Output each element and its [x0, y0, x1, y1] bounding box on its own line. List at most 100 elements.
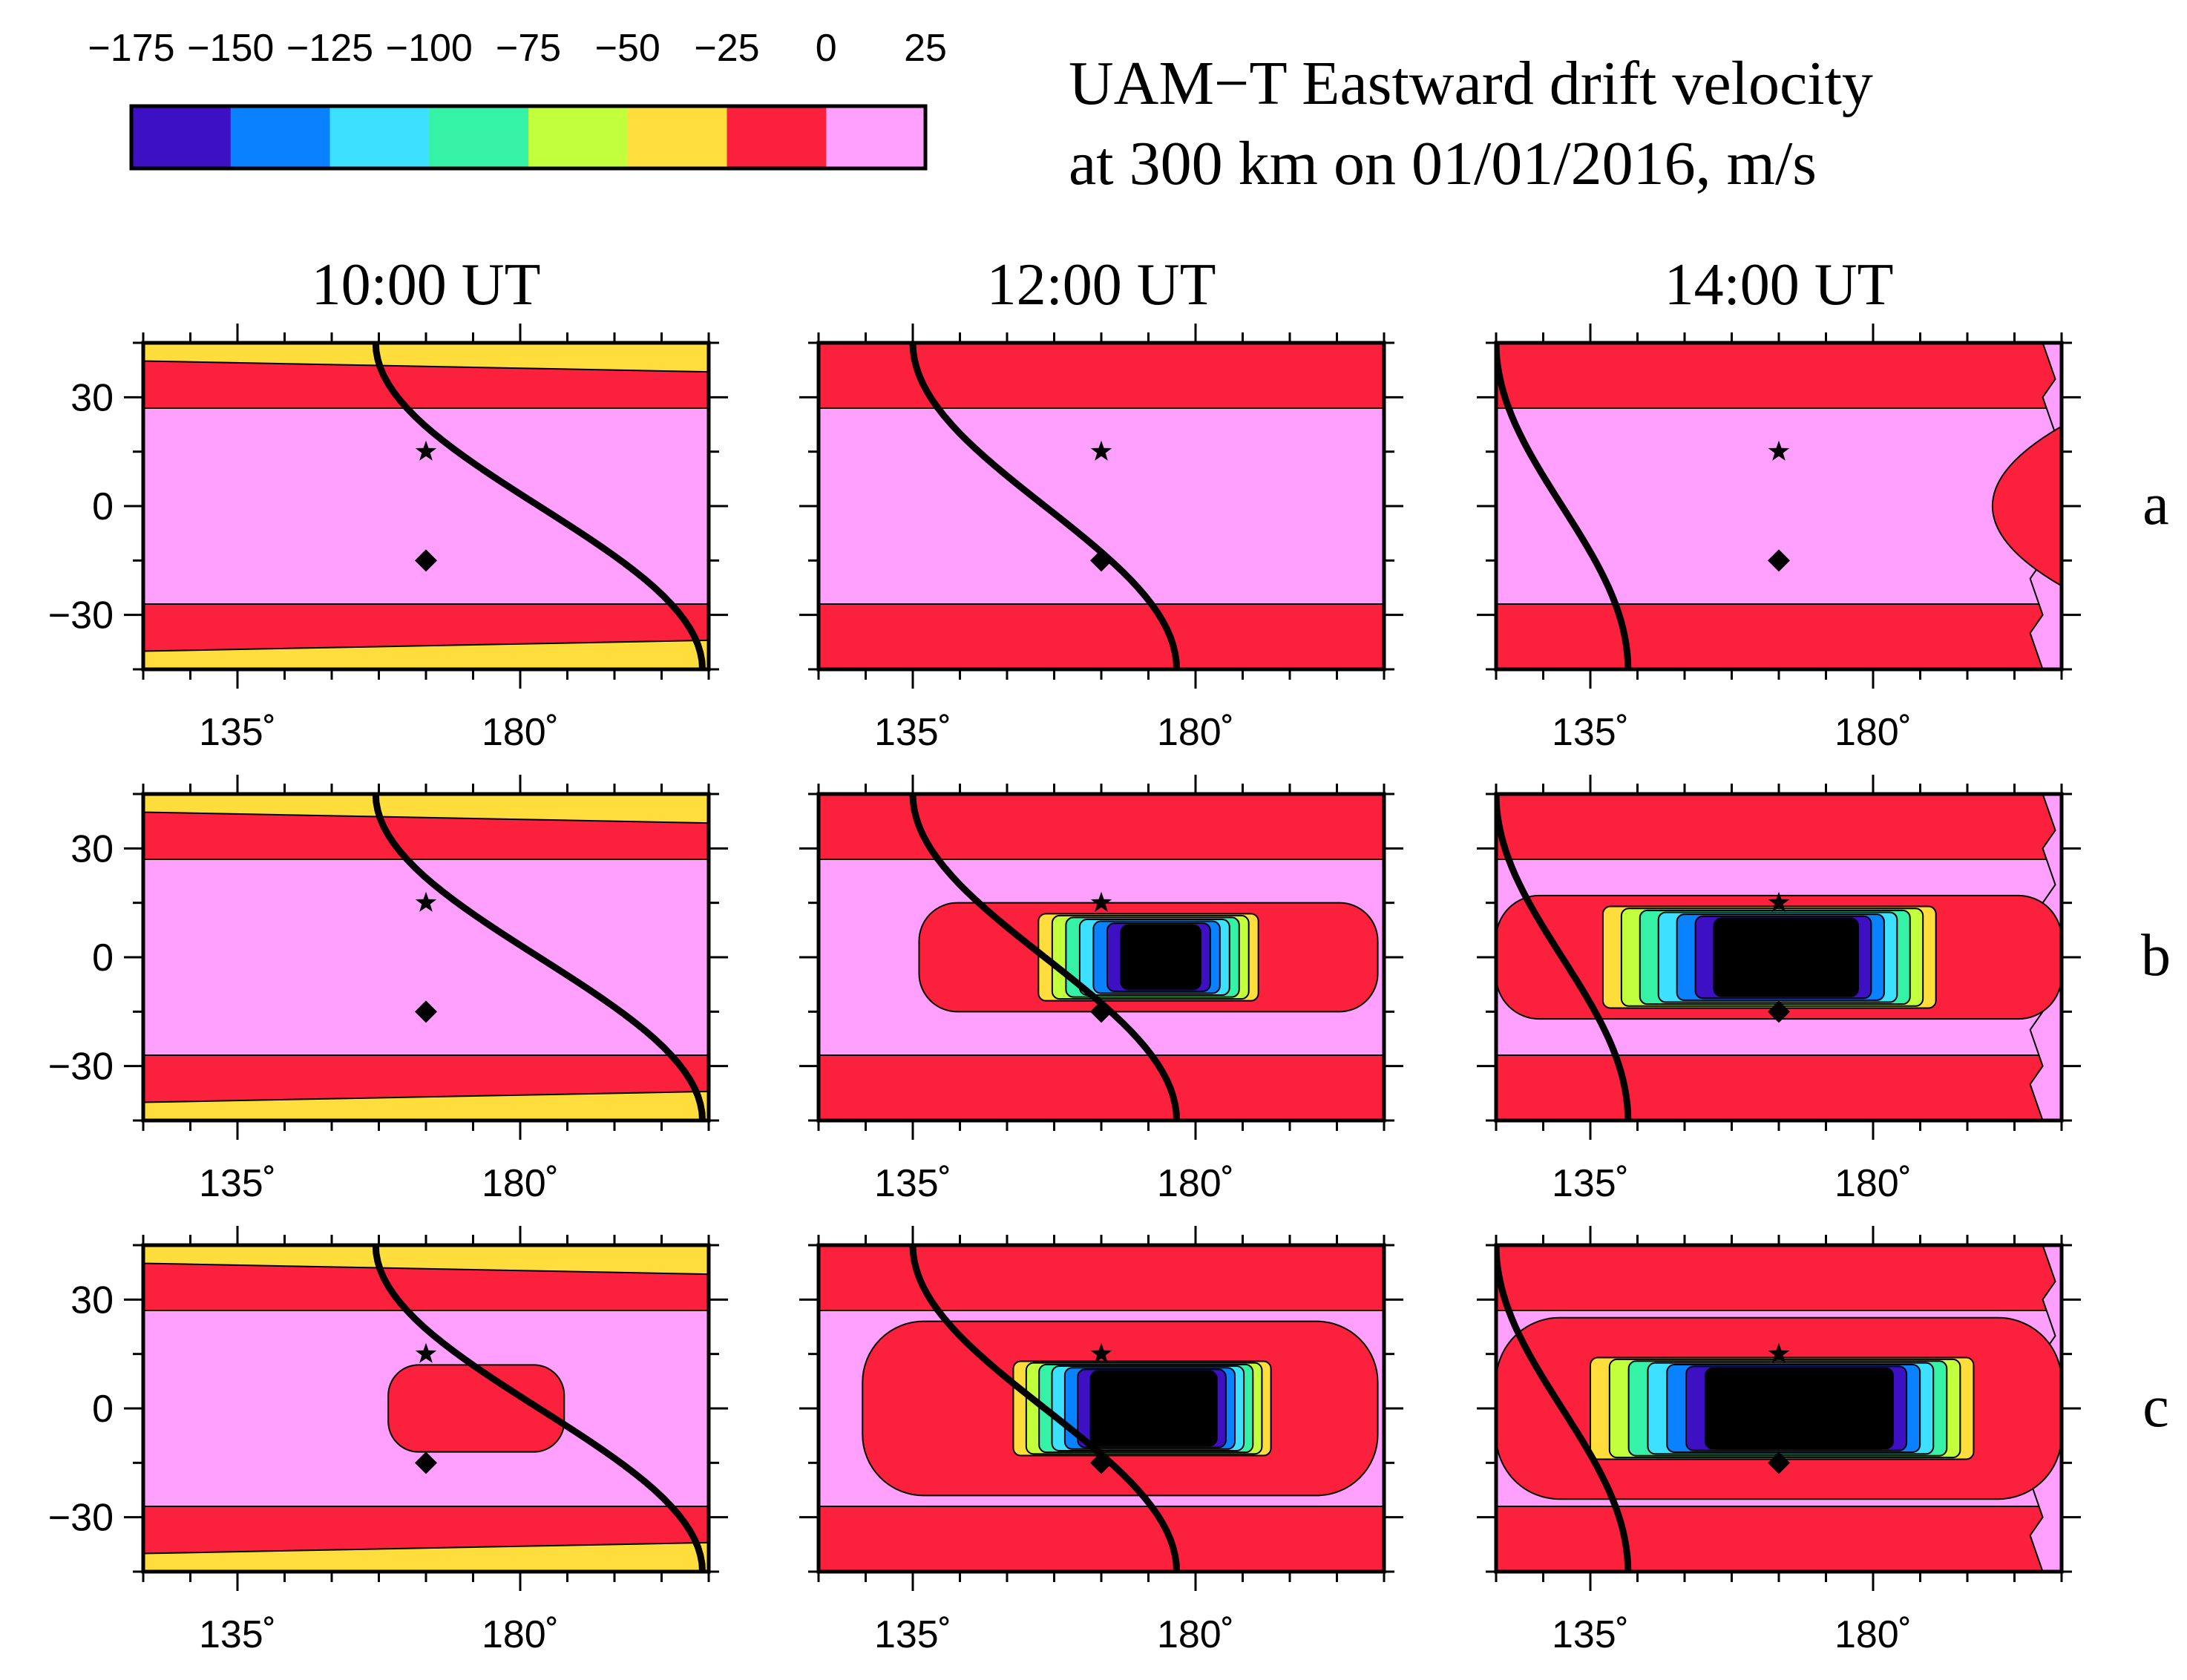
band-north: [819, 794, 1384, 859]
y-tick-label: 30: [71, 1279, 114, 1322]
panel-b-2: 135˚ 180˚: [1477, 775, 2081, 1205]
terminator-line: [1496, 794, 1632, 1120]
row-labels: a b c: [2141, 472, 2171, 1440]
column-title: 10:00 UT: [312, 252, 541, 318]
x-tick-label: 135˚: [874, 1162, 951, 1205]
panel-c-1: 135˚ 180˚: [799, 1226, 1403, 1656]
y-tick-label: 0: [92, 1388, 114, 1431]
colorbar-tick-label: 25: [904, 27, 947, 70]
panel-body: [143, 1245, 709, 1572]
band-yellow-south: [143, 1090, 709, 1120]
colorbar-tick-label: −150: [187, 27, 274, 70]
terminator-line: [909, 1245, 1181, 1572]
diamond-marker: [1768, 549, 1790, 572]
colorbar-swatch: [627, 106, 727, 168]
band-south: [819, 1506, 1384, 1572]
row-label: c: [2142, 1374, 2169, 1440]
x-tick-label: 135˚: [1552, 1613, 1629, 1656]
terminator-line: [372, 794, 706, 1120]
panel-a-1: 135˚ 180˚: [799, 324, 1403, 754]
band-yellow-north: [143, 794, 709, 824]
anomaly-contour: [1115, 1373, 1200, 1444]
band-yellow-north: [143, 343, 709, 373]
row-label: b: [2141, 923, 2171, 988]
terminator-line: [909, 794, 1181, 1120]
colorbar-tick-label: −25: [694, 27, 759, 70]
colorbar-swatch: [131, 106, 232, 168]
colorbar: −175 −150 −125 −100 −75 −50 −25 0 25: [88, 27, 947, 171]
star-marker: [1090, 440, 1112, 461]
colorbar-tick-label: −125: [286, 27, 373, 70]
band-north: [1496, 794, 2062, 859]
colorbar-swatch: [727, 106, 827, 168]
anomaly-contour: [1742, 1371, 1867, 1446]
diamond-marker: [1768, 1451, 1790, 1474]
star-marker: [1768, 440, 1790, 461]
chart-subtitle: at 300 km on 01/01/2016, m/s: [1069, 129, 1817, 198]
panel-body: [1496, 794, 2062, 1120]
x-tick-label: 135˚: [874, 1613, 951, 1656]
band-south: [819, 1055, 1384, 1120]
colorbar-tick-label: −50: [595, 27, 660, 70]
diamond-marker: [1768, 1000, 1790, 1023]
panel-b-1: 135˚ 180˚: [799, 775, 1403, 1205]
band-south: [1496, 604, 2062, 669]
colorbar-swatch: [230, 106, 330, 168]
star-marker: [415, 1342, 437, 1363]
panels: 30 0 −30 135˚ 180˚ 135˚ 180˚ 135˚ 180˚ 30 0 −30 135˚…: [48, 324, 2081, 1656]
y-tick-label: 0: [92, 485, 114, 528]
band-yellow-south: [143, 1541, 709, 1572]
panel-c-2: 135˚ 180˚: [1477, 1226, 2081, 1656]
colorbar-swatch: [826, 106, 926, 168]
x-tick-label: 135˚: [874, 711, 951, 754]
panel-body: [819, 343, 1384, 669]
y-tick-label: 30: [71, 376, 114, 419]
star-marker: [1090, 1342, 1112, 1363]
chart-title: UAM−T Eastward drift velocity: [1069, 49, 1873, 118]
band-north: [819, 1245, 1384, 1310]
y-tick-label: 0: [92, 936, 114, 980]
x-tick-label: 180˚: [1834, 1613, 1912, 1656]
panel-body: [1496, 343, 2062, 669]
x-tick-label: 135˚: [199, 711, 276, 754]
star-marker: [415, 891, 437, 912]
anomaly-contour: [1120, 924, 1201, 991]
colorbar-tick-label: 0: [816, 27, 837, 70]
band-north: [1496, 343, 2062, 408]
x-tick-label: 180˚: [1157, 711, 1234, 754]
star-marker: [1768, 1342, 1790, 1363]
band-north: [1496, 1245, 2062, 1310]
row-label: a: [2142, 472, 2169, 537]
x-tick-label: 180˚: [1834, 711, 1912, 754]
band-north: [819, 343, 1384, 408]
x-tick-label: 135˚: [199, 1162, 276, 1205]
colorbar-tick-label: −75: [496, 27, 561, 70]
x-tick-label: 180˚: [1834, 1162, 1912, 1205]
diamond-marker: [415, 1451, 437, 1474]
x-tick-label: 135˚: [199, 1613, 276, 1656]
colorbar-frame: [129, 104, 928, 171]
band-yellow-south: [143, 639, 709, 669]
band-yellow-north: [143, 1245, 709, 1276]
x-tick-label: 180˚: [482, 1613, 559, 1656]
terminator-line: [1496, 1245, 1632, 1572]
diamond-marker: [415, 549, 437, 572]
panel-body: [819, 794, 1384, 1120]
band-south: [1496, 1055, 2062, 1120]
diamond-marker: [1090, 549, 1112, 572]
panel-body: [143, 343, 709, 669]
panel-b-0: 30 0 −30 135˚ 180˚: [48, 775, 728, 1205]
terminator-line: [372, 1245, 706, 1572]
x-tick-label: 180˚: [482, 1162, 559, 1205]
panel-c-0: 30 0 −30 135˚ 180˚: [48, 1226, 728, 1656]
terminator-line: [909, 343, 1181, 669]
x-tick-label: 180˚: [1157, 1613, 1234, 1656]
x-tick-label: 135˚: [1552, 1162, 1629, 1205]
star-marker: [1090, 891, 1112, 912]
diamond-marker: [1090, 1451, 1112, 1474]
panel-body: [1496, 1245, 2062, 1572]
edge-bulge: [1992, 425, 2062, 587]
panel-body: [819, 1245, 1384, 1572]
terminator-line: [1496, 343, 1632, 669]
